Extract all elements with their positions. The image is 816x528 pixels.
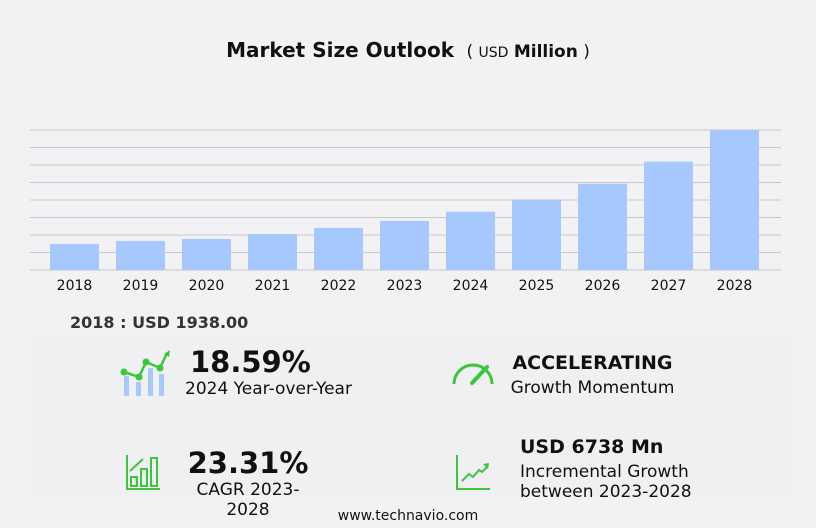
yoy-value: 18.59% [190,345,311,379]
incremental-label-2: between 2023-2028 [520,482,692,502]
title-text: Market Size Outlook [226,38,455,62]
title-unit-prefix: USD [478,45,509,61]
x-tick-label: 2025 [519,278,555,294]
x-tick-label: 2027 [651,278,687,294]
cagr-label: CAGR 2023-2028 [196,480,300,520]
yoy-label: 2024 Year-over-Year [185,379,352,399]
x-tick-label: 2023 [387,278,423,294]
momentum-value: ACCELERATING [512,352,673,374]
incremental-value: USD 6738 Mn [520,436,664,458]
cagr-value: 23.31% [187,446,309,480]
stats-panel [32,334,792,496]
bar-2025[interactable] [512,199,561,270]
bar-2019[interactable] [116,240,165,270]
x-tick-label: 2022 [321,278,357,294]
momentum-label: Growth Momentum [510,378,675,398]
incremental-label-1: Incremental Growth [520,462,689,482]
x-tick-label: 2020 [189,278,225,294]
x-tick-label: 2026 [585,278,621,294]
bar-2018[interactable] [50,243,99,270]
bar-2024[interactable] [446,211,495,270]
bar-2022[interactable] [314,227,363,270]
bar-chart: 2018 2019 2020 2021 2022 2023 2024 2025 2026 2027… [30,129,781,294]
bar-2027[interactable] [644,161,693,270]
bar-2028[interactable] [710,130,759,270]
trend-line-icon [456,455,490,490]
x-tick-label: 2028 [717,278,753,294]
bar-2026[interactable] [578,183,627,270]
chart-title: Market Size Outlook ( USD Million ) [226,38,590,62]
bar-2021[interactable] [248,233,297,270]
title-unit: Million [513,42,578,62]
bar-growth-icon [126,455,160,490]
growth-chart-icon [120,350,170,396]
x-tick-label: 2018 [57,278,93,294]
bar-2023[interactable] [380,220,429,270]
x-tick-label: 2019 [123,278,159,294]
first-value-label: 2018 : USD 1938.00 [70,313,249,332]
x-tick-label: 2024 [453,278,489,294]
x-tick-label: 2021 [255,278,291,294]
speedometer-icon [452,363,494,385]
bar-2020[interactable] [182,238,231,270]
footer-url[interactable]: www.technavio.com [337,508,479,524]
